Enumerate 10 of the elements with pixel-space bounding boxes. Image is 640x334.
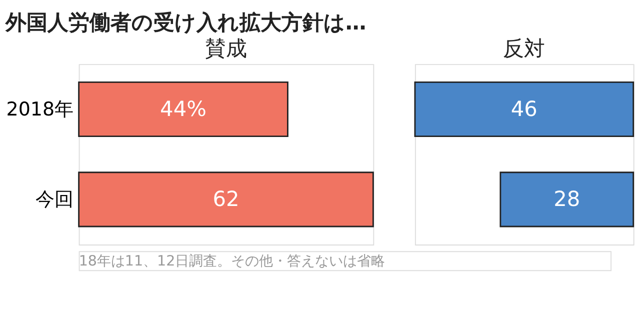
data-label: 62 [212, 187, 240, 212]
chart-subtitle: 反対 [503, 36, 546, 61]
chart-title: 外国人労働者の受け入れ拡大方針は… [4, 10, 366, 34]
text: 18年は11、12日調査。その他・答えないは省略 [78, 253, 386, 270]
data-label: 44% [160, 96, 206, 121]
data-label: 28 [554, 187, 580, 212]
y-tick-label: 2018年 [6, 98, 74, 120]
chart-subtitle: 賛成 [204, 36, 247, 61]
y-tick-label: 今回 [36, 188, 74, 211]
data-label: 46 [510, 96, 538, 121]
